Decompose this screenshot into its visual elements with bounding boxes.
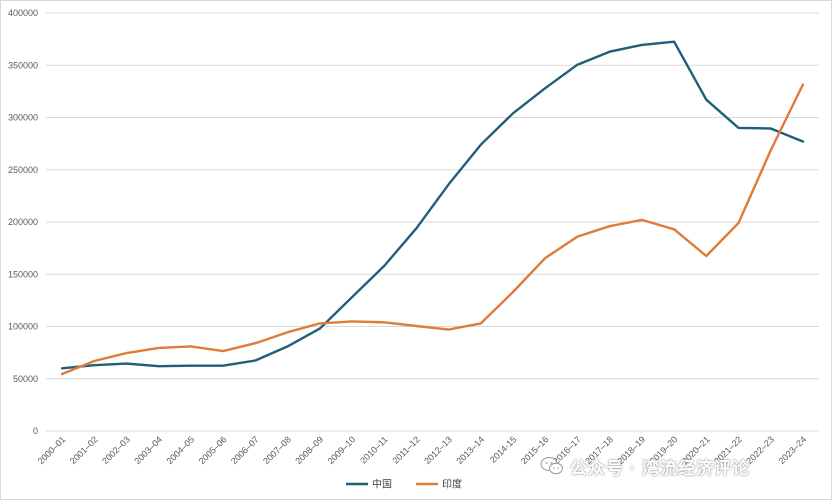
y-tick-label: 250000	[8, 165, 38, 175]
x-tick-label: 2008–09	[293, 434, 325, 466]
x-tick-label: 2009–10	[326, 434, 358, 466]
y-tick-label: 0	[33, 426, 38, 436]
series-line-1	[60, 40, 805, 370]
y-tick-label: 350000	[8, 60, 38, 70]
x-tick-label: 2010–11	[358, 434, 389, 465]
x-tick-label: 2004–05	[164, 434, 196, 466]
series-line-2	[60, 83, 805, 376]
x-tick-label: 2017–18	[583, 434, 615, 466]
x-tick-label: 2021–22	[712, 434, 744, 466]
y-tick-label: 100000	[8, 322, 38, 332]
x-tick-label: 2001–02	[68, 434, 100, 466]
x-tick-label: 2015–16	[519, 434, 551, 466]
x-tick-label: 2006–07	[229, 434, 261, 466]
y-tick-label: 400000	[8, 8, 38, 18]
y-tick-label: 150000	[8, 269, 38, 279]
x-tick-label: 2020–21	[680, 434, 712, 466]
x-tick-label: 2011–12	[390, 434, 421, 465]
x-tick-label: 2016–17	[551, 434, 583, 466]
x-tick-label: 2019–20	[648, 434, 680, 466]
x-tick-label: 2000–01	[36, 434, 68, 466]
x-tick-label: 2012–13	[422, 434, 454, 466]
y-tick-label: 300000	[8, 113, 38, 123]
x-tick-label: 2013–14	[454, 434, 486, 466]
legend-label: 印度	[442, 478, 462, 491]
x-tick-label: 2023–24	[776, 434, 808, 466]
y-tick-label: 200000	[8, 217, 38, 227]
x-tick-label: 2002–03	[100, 434, 132, 466]
x-tick-label: 2003–04	[132, 434, 164, 466]
x-tick-label: 2007–08	[261, 434, 293, 466]
x-tick-label: 2018–19	[615, 434, 647, 466]
x-tick-label: 2005–06	[197, 434, 229, 466]
x-tick-label: 2014-15	[488, 434, 518, 464]
y-tick-label: 50000	[13, 374, 38, 384]
x-tick-label: 2022–23	[744, 434, 776, 466]
legend-label: 中国	[372, 478, 392, 491]
